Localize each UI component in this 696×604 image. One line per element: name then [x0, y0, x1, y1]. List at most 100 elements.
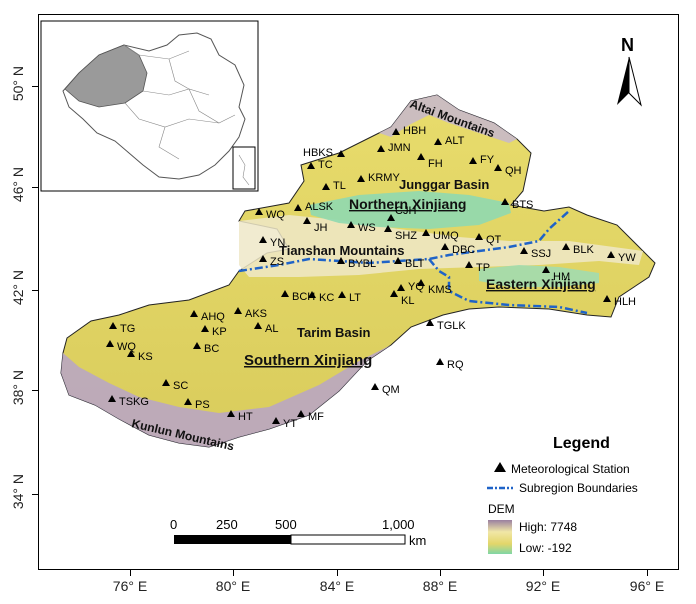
lon-tick-label: 96° E: [629, 578, 665, 594]
station-label: TGLK: [437, 320, 466, 332]
station-marker-icon: [520, 247, 528, 254]
station-marker-icon: [392, 128, 400, 135]
scale-label-0: 0: [170, 517, 177, 532]
station-label: KL: [401, 295, 414, 307]
station-marker-icon: [434, 138, 442, 145]
station-marker-icon: [193, 342, 201, 349]
label-tianshan: Tianshan Mountains: [279, 243, 404, 258]
station-label: SSJ: [531, 248, 551, 260]
station-label: UMQ: [433, 230, 459, 242]
station-label: KMS: [428, 284, 452, 296]
station-marker-icon: [162, 379, 170, 386]
station-label: KS: [138, 351, 153, 363]
station-marker-icon: [307, 162, 315, 169]
dem-ramp: [488, 520, 512, 554]
legend-dem-title: DEM: [488, 502, 515, 516]
station-marker-icon: [387, 214, 395, 221]
station-marker-icon: [475, 233, 483, 240]
map-frame: N Altai Mountains Junggar Basin Northern…: [38, 14, 679, 570]
scale-unit: km: [409, 533, 426, 548]
station-label: BLK: [573, 244, 594, 256]
station-marker-icon: [254, 322, 262, 329]
inset-scs-box: [232, 146, 256, 190]
station-marker-icon: [390, 290, 398, 297]
station-marker-icon: [259, 236, 267, 243]
lon-tick-mark: [543, 570, 544, 576]
inset-map: [40, 20, 259, 192]
label-junggar: Junggar Basin: [399, 177, 489, 192]
station-marker-icon: [184, 398, 192, 405]
station-marker-icon: [338, 291, 346, 298]
lon-tick-mark: [130, 570, 131, 576]
station-label: TSKG: [119, 396, 149, 408]
lat-tick-label: 38° N: [10, 370, 26, 406]
station-marker-icon: [308, 291, 316, 298]
label-tarim: Tarim Basin: [297, 325, 371, 340]
station-label: TC: [318, 159, 333, 171]
station-label: HLH: [614, 296, 636, 308]
station-label: YN: [270, 237, 285, 249]
station-marker-icon: [501, 198, 509, 205]
lat-tick-mark: [32, 187, 38, 188]
legend-station-label: Meteorological Station: [511, 462, 630, 476]
lon-tick-label: 92° E: [525, 578, 561, 594]
station-label: ALSK: [305, 201, 334, 213]
junggar-lowland: [309, 191, 511, 229]
station-marker-icon: [397, 284, 405, 291]
label-northern: Northern Xinjiang: [349, 196, 466, 212]
label-eastern: Eastern Xinjiang: [486, 276, 596, 292]
station-marker-icon: [607, 251, 615, 258]
station-marker-icon: [109, 322, 117, 329]
station-label: TP: [476, 262, 490, 274]
station-label: JH: [314, 222, 328, 234]
turpan-lowland: [479, 265, 599, 287]
station-marker-icon: [603, 295, 611, 302]
station-label: HBH: [403, 125, 426, 137]
station-marker-icon: [259, 255, 267, 262]
station-marker-icon: [377, 145, 385, 152]
station-marker-icon: [384, 225, 392, 232]
altai-relief: [379, 95, 517, 143]
legend-dem-high: High: 7748: [519, 520, 577, 534]
station-marker-icon: [297, 410, 305, 417]
station-label: WQ: [117, 341, 136, 353]
station-label: QM: [382, 384, 400, 396]
station-label: HM: [553, 271, 570, 283]
station-label: SC: [173, 380, 188, 392]
station-label: AKS: [245, 308, 267, 320]
station-marker-icon: [190, 310, 198, 317]
station-label: TG: [120, 323, 135, 335]
lat-tick-mark: [32, 390, 38, 391]
station-marker-icon: [436, 358, 444, 365]
lat-tick-label: 50° N: [10, 66, 26, 102]
station-label: BCH: [292, 291, 315, 303]
legend: Legend Meteorological Station Subregion …: [487, 435, 638, 555]
station-label: BLT: [405, 258, 425, 270]
legend-boundary-label: Subregion Boundaries: [519, 481, 638, 495]
station-label: MF: [308, 411, 324, 423]
station-marker-icon: [294, 204, 302, 211]
north-arrow-icon: N: [617, 35, 642, 107]
station-marker-icon: [562, 243, 570, 250]
station-label: KP: [212, 326, 227, 338]
lat-tick-label: 46° N: [10, 167, 26, 203]
station-marker-icon: [108, 395, 116, 402]
kunlun-relief: [61, 345, 391, 447]
station-triangle-icon: [494, 462, 506, 472]
station-label: BC: [204, 343, 219, 355]
station-marker-icon: [465, 261, 473, 268]
station-label: AHQ: [201, 311, 225, 323]
station-marker-icon: [417, 153, 425, 160]
station-marker-icon: [426, 319, 434, 326]
station-marker-icon: [417, 279, 425, 286]
station-marker-icon: [337, 150, 345, 157]
station-label: ZS: [270, 256, 284, 268]
station-label: HT: [238, 411, 253, 423]
station-marker-icon: [281, 290, 289, 297]
lon-tick-label: 88° E: [422, 578, 458, 594]
station-label: KRMY: [368, 172, 400, 184]
station-label: FY: [480, 154, 495, 166]
station-marker-icon: [303, 217, 311, 224]
station-marker-icon: [106, 340, 114, 347]
station-marker-icon: [227, 410, 235, 417]
